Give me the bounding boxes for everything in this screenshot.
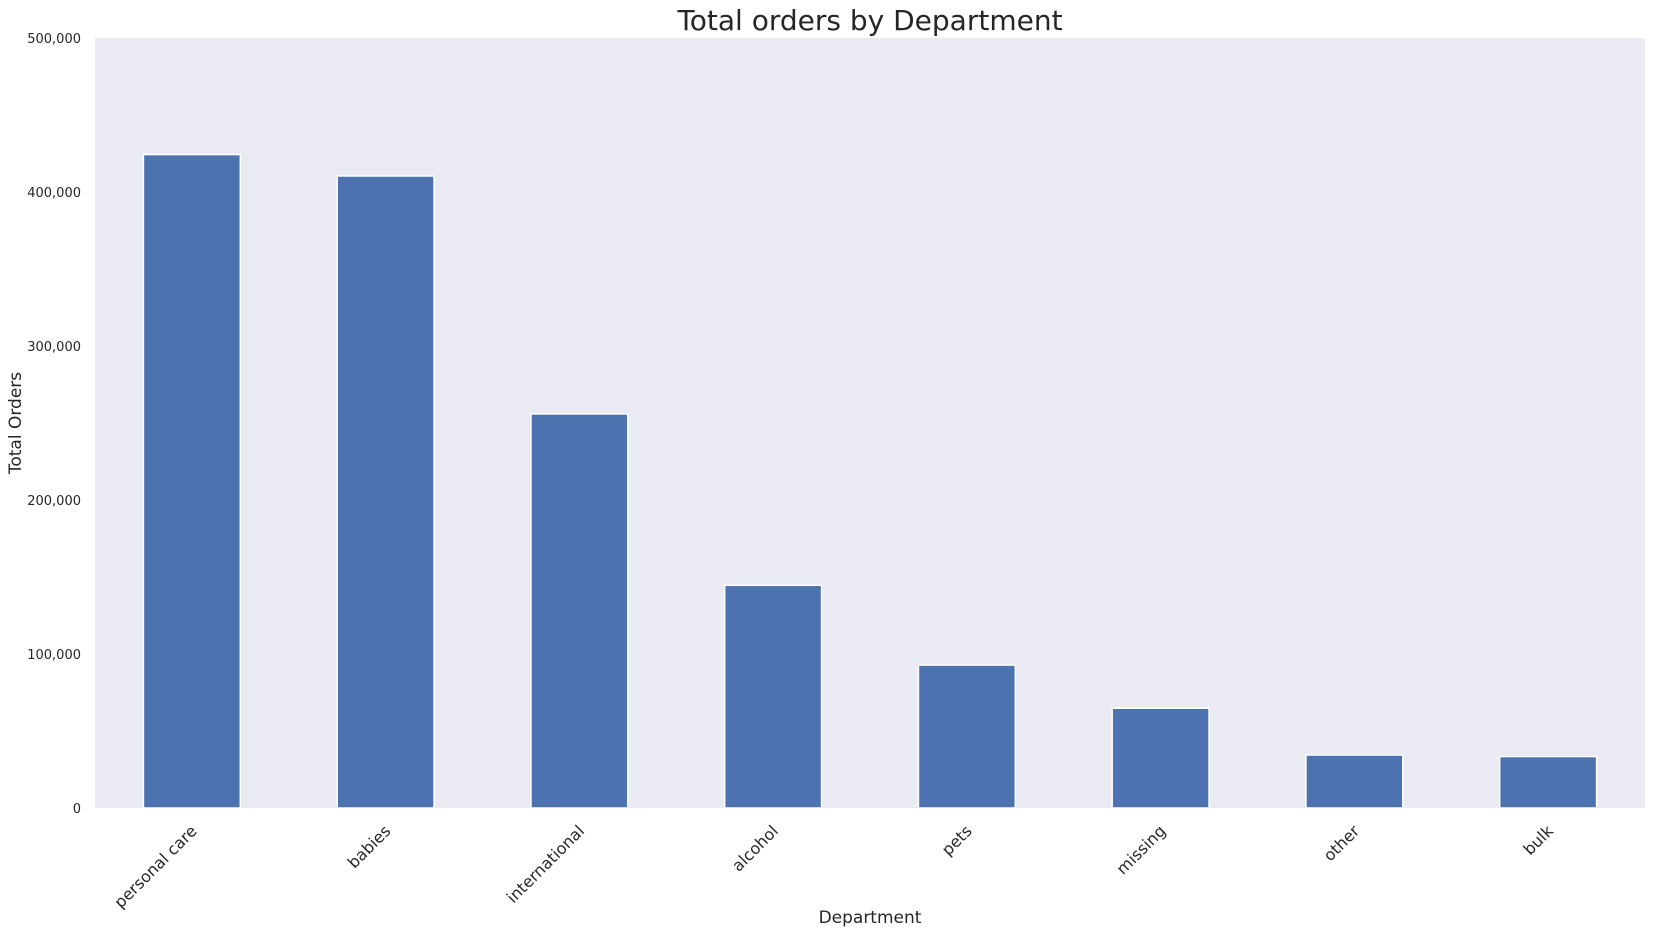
- x-tick-label: bulk: [1519, 821, 1557, 859]
- bar-missing: [1111, 707, 1210, 809]
- bar-babies: [336, 175, 435, 809]
- y-tick-label: 200,000: [27, 494, 81, 509]
- y-tick-label: 500,000: [27, 32, 81, 47]
- x-tick-label: alcohol: [728, 821, 782, 875]
- bar-international: [530, 413, 629, 809]
- bar-other: [1305, 754, 1404, 809]
- bar-personal-care: [142, 153, 242, 809]
- x-axis-ticks: personal care babies international alcohol p…: [110, 821, 1557, 912]
- y-tick-label: 0: [73, 802, 81, 817]
- x-axis-label: Department: [819, 908, 922, 928]
- x-tick-label: personal care: [110, 821, 200, 911]
- x-tick-label: international: [503, 821, 588, 906]
- x-tick-label: other: [1320, 821, 1364, 865]
- x-tick-label: missing: [1113, 821, 1170, 878]
- y-axis-ticks: 0 100,000 200,000 300,000 400,000 500,000: [27, 32, 81, 817]
- y-tick-label: 300,000: [27, 340, 81, 355]
- bar-alcohol: [723, 584, 823, 809]
- bar-bulk: [1498, 755, 1598, 809]
- y-tick-label: 400,000: [27, 186, 81, 201]
- bar-pets: [917, 664, 1017, 809]
- x-tick-label: pets: [938, 821, 976, 859]
- chart-title: Total orders by Department: [676, 4, 1062, 37]
- bars: [142, 153, 1598, 809]
- x-tick-label: babies: [344, 821, 395, 872]
- y-axis-label: Total Orders: [6, 372, 26, 475]
- plot-area: [95, 38, 1645, 808]
- y-tick-label: 100,000: [27, 648, 81, 663]
